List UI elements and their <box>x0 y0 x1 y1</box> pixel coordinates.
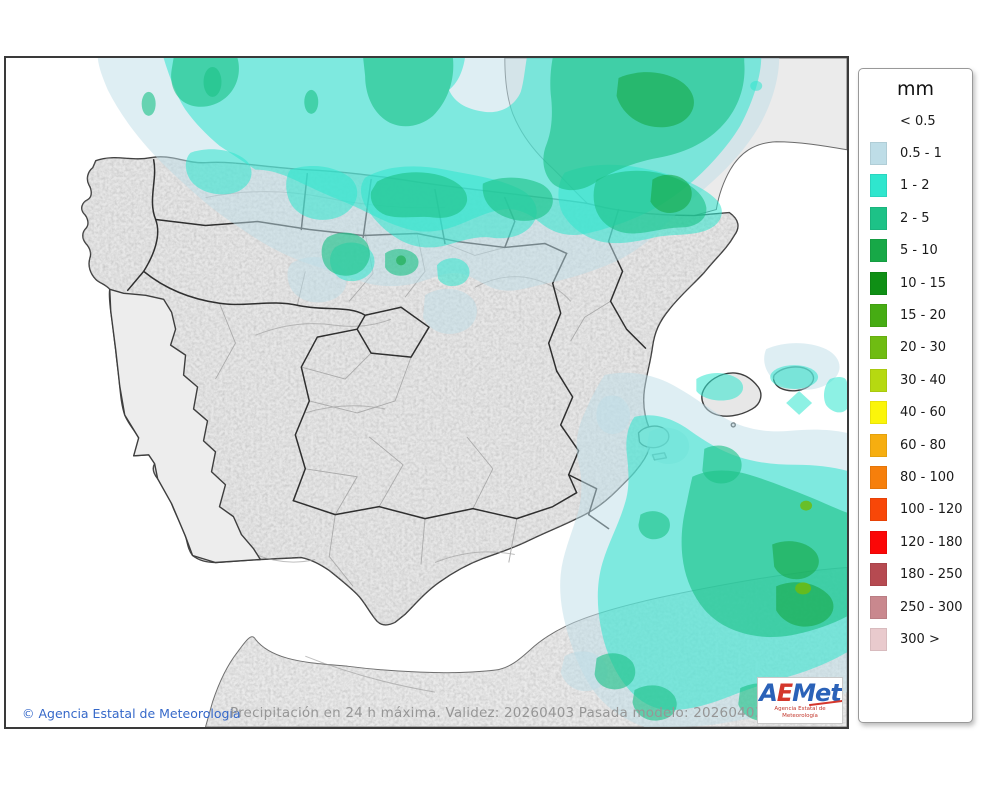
map-frame <box>4 56 849 729</box>
legend-row: 30 - 40 <box>859 364 972 396</box>
legend-row: 15 - 20 <box>859 299 972 331</box>
copyright-text: © Agencia Estatal de Meteorología <box>22 706 241 721</box>
legend-row: 60 - 80 <box>859 429 972 461</box>
precip-band-5-10 <box>396 72 834 627</box>
portugal-landmass <box>109 288 262 564</box>
legend-row: 180 - 250 <box>859 558 972 590</box>
legend-label: 80 - 100 <box>900 469 955 485</box>
legend-label: 250 - 300 <box>900 599 963 615</box>
legend-row: 10 - 15 <box>859 267 972 299</box>
legend-swatch <box>870 563 887 587</box>
legend-swatch <box>870 465 887 489</box>
legend-label: 1 - 2 <box>900 178 930 194</box>
legend-row: 120 - 180 <box>859 526 972 558</box>
legend-swatch <box>870 142 887 166</box>
legend-label: 5 - 10 <box>900 243 938 259</box>
legend-row: 80 - 100 <box>859 461 972 493</box>
legend-title: mm <box>896 78 935 100</box>
legend-swatch <box>870 401 887 425</box>
legend-swatch <box>870 239 887 263</box>
legend-label: 60 - 80 <box>900 437 947 453</box>
legend-row: 20 - 30 <box>859 332 972 364</box>
legend-label: 0.5 - 1 <box>900 146 942 162</box>
legend-swatch <box>870 498 887 522</box>
legend-label: 2 - 5 <box>900 210 930 226</box>
legend-label: 15 - 20 <box>900 308 947 324</box>
legend-row: 100 - 120 <box>859 494 972 526</box>
legend-panel: mm < 0.5 0.5 - 1 1 - 2 2 - 5 5 - 10 10 - 15 15… <box>858 68 973 723</box>
legend-row: < 0.5 <box>859 105 972 137</box>
legend-label: 40 - 60 <box>900 405 947 421</box>
legend-row: 0.5 - 1 <box>859 137 972 169</box>
legend-entries: < 0.5 0.5 - 1 1 - 2 2 - 5 5 - 10 10 - 15 15 - … <box>859 105 972 656</box>
map-svg <box>6 58 847 727</box>
legend-label: 20 - 30 <box>900 340 947 356</box>
aemet-letter-a: A <box>759 679 778 707</box>
legend-row: 300 > <box>859 623 972 655</box>
legend-swatch <box>870 433 887 457</box>
legend-swatch <box>870 595 887 619</box>
legend-label: < 0.5 <box>900 113 936 129</box>
legend-row: 5 - 10 <box>859 235 972 267</box>
legend-label: 180 - 250 <box>900 567 963 583</box>
legend-label: 30 - 40 <box>900 372 947 388</box>
legend-swatch <box>870 336 887 360</box>
legend-row: 40 - 60 <box>859 397 972 429</box>
aemet-logo: AEMet Agencia Estatal de Meteorología <box>757 677 843 724</box>
legend-row: 2 - 5 <box>859 202 972 234</box>
legend-swatch <box>870 530 887 554</box>
legend-swatch <box>870 206 887 230</box>
aemet-letter-e: E <box>776 679 793 707</box>
aemet-subtitle: Agencia Estatal de Meteorología <box>774 706 826 719</box>
legend-row: 1 - 2 <box>859 170 972 202</box>
legend-swatch <box>870 304 887 328</box>
legend-swatch <box>870 368 887 392</box>
precip-spots-20-30 <box>795 500 813 595</box>
legend-label: 300 > <box>900 631 940 647</box>
legend-swatch <box>870 174 887 198</box>
legend-swatch <box>870 271 887 295</box>
legend-swatch <box>870 627 887 651</box>
aemet-wordmark: AEMet <box>759 679 842 707</box>
legend-label: 100 - 120 <box>900 502 963 518</box>
model-run-info: Precipitación en 24 h máxima. Validez: 2… <box>230 705 782 721</box>
legend-label: 120 - 180 <box>900 534 963 550</box>
legend-label: 10 - 15 <box>900 275 947 291</box>
legend-row: 250 - 300 <box>859 591 972 623</box>
